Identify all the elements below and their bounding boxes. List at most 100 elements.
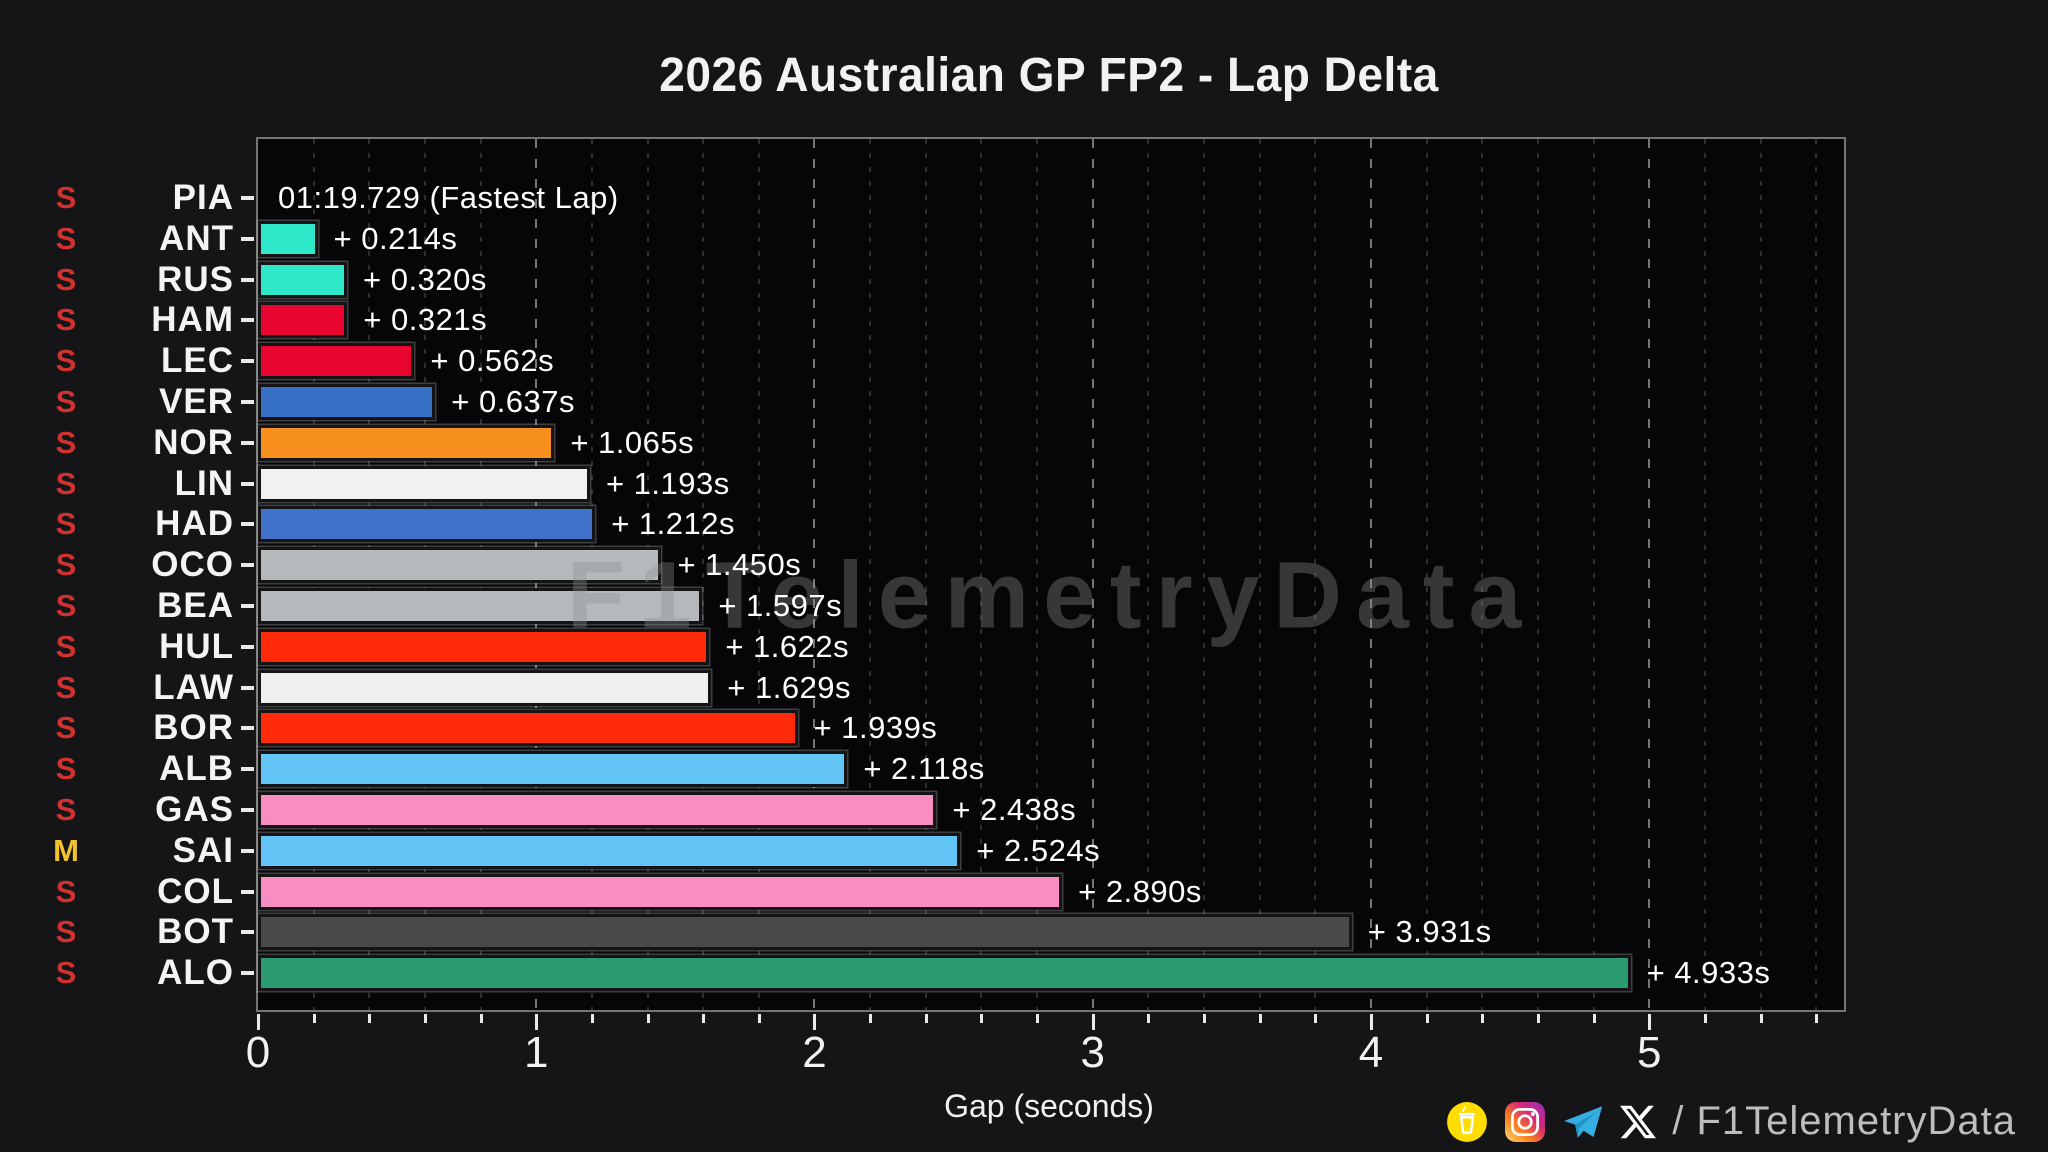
gap-bar [258,914,1352,951]
gap-label: + 1.193s [605,465,730,501]
y-tick [241,889,254,894]
x-tick [813,1014,817,1030]
x-tick [1536,1014,1540,1023]
y-tick [241,277,254,282]
driver-code: HUL [159,626,234,666]
y-tick [241,196,254,200]
gridline-minor [1203,139,1206,1010]
y-tick [241,644,254,649]
driver-code: HAD [155,504,234,544]
tyre-compound: S [55,792,77,827]
tyre-compound: S [55,914,77,950]
driver-code: SAI [172,830,234,870]
tyre-compound: S [55,710,77,746]
x-tick [1091,1014,1095,1030]
driver-code: ALB [159,749,234,789]
tyre-compound: S [55,261,77,297]
gap-bar [258,751,848,788]
tyre-compound: S [55,873,77,909]
x-tick-label: 1 [523,1028,549,1077]
x-tick [1703,1014,1707,1023]
gap-bar [258,302,348,339]
x-tick-label: 0 [245,1028,271,1077]
gap-label: + 2.438s [952,792,1077,827]
driver-code: BEA [157,586,234,625]
gap-label: + 2.890s [1078,873,1202,909]
gridline-major [1648,139,1651,1010]
telegram-icon[interactable] [1562,1101,1604,1143]
gap-label: + 2.524s [976,832,1101,868]
plot-area: F1TelemetryData 01:19.729 (Fastest Lap) +… [256,137,1846,1012]
x-tick [1258,1014,1262,1023]
x-tick [980,1014,984,1023]
footer-handle[interactable]: / F1TelemetryData [1672,1099,2016,1143]
gap-bar [258,343,415,380]
x-tick [590,1014,594,1023]
driver-code: ANT [159,218,234,258]
driver-code: OCO [151,545,234,585]
y-tick [241,808,254,812]
gap-bar [258,628,710,665]
gridline-minor [702,139,705,1010]
y-tick [241,685,254,690]
x-tick [423,1014,427,1023]
x-tick [924,1014,928,1023]
gridline-minor [1425,139,1428,1010]
x-tick [1759,1014,1763,1023]
buymeacoffee-icon[interactable] [1446,1101,1488,1143]
gap-bar [258,669,712,706]
y-tick [241,848,254,853]
tyre-compound: S [55,669,77,705]
gap-label: + 1.065s [570,424,695,460]
gridline-minor [1258,139,1261,1010]
driver-code: COL [157,871,234,911]
gridline-minor [757,139,760,1010]
gridline-major [1369,139,1372,1010]
gridline-minor [1036,139,1039,1010]
driver-code: GAS [155,790,234,829]
gap-label: + 1.622s [725,628,850,664]
x-tick-label: 4 [1358,1028,1384,1077]
gridline-minor [1481,139,1484,1010]
tyre-compound: S [55,220,77,256]
driver-code: PIA [172,178,234,217]
x-tick [1648,1014,1652,1030]
driver-code: RUS [157,259,234,299]
x-tick-label: 3 [1080,1028,1105,1077]
gridline-minor [1536,139,1539,1010]
x-axis-title: Gap (seconds) [944,1088,1154,1124]
gap-bar [258,220,318,257]
y-tick [241,359,254,364]
tyre-compound: S [55,465,77,501]
gap-bar [258,547,662,584]
x-icon[interactable] [1620,1104,1657,1140]
gap-bar [258,261,348,298]
chart-title: 2026 Australian GP FP2 - Lap Delta [659,49,1439,102]
x-tick [1203,1014,1207,1023]
tyre-compound: S [55,751,77,787]
y-tick [241,440,254,445]
gridline-minor [869,139,872,1010]
x-tick [312,1014,316,1023]
tyre-compound: S [55,302,77,338]
tyre-compound: S [55,955,77,991]
instagram-icon[interactable] [1504,1101,1546,1143]
x-tick [702,1014,706,1023]
gridline-major [1091,139,1094,1010]
y-tick [241,726,254,731]
tyre-compound: S [55,588,77,623]
y-tick [241,522,254,527]
x-tick [1592,1014,1596,1023]
y-tick [241,563,254,568]
x-tick [1425,1014,1429,1023]
x-tick [1314,1014,1318,1023]
y-tick [241,604,254,608]
gap-bar [258,955,1631,992]
x-tick [368,1014,372,1023]
y-tick [241,481,254,486]
driver-code: LAW [153,667,234,707]
gridline-minor [1703,139,1706,1010]
fastest-lap-label: 01:19.729 (Fastest Lap) [278,180,619,215]
y-tick [241,236,254,241]
